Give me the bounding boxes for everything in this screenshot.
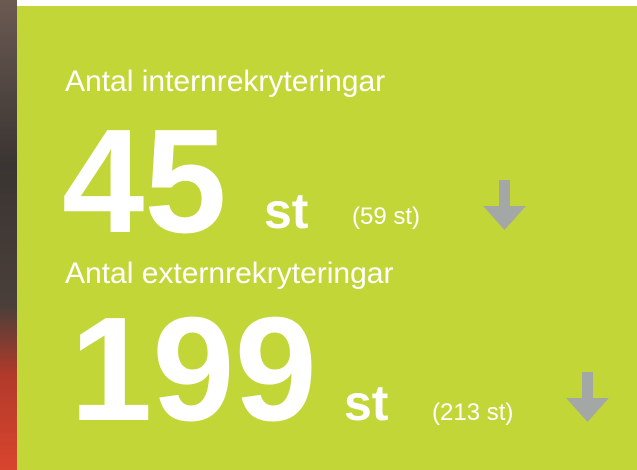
stat-value: 45 bbox=[62, 99, 227, 264]
stat-value: 199 bbox=[70, 287, 317, 452]
stat-previous: (59 st) bbox=[352, 203, 420, 230]
stat-unit: st bbox=[264, 183, 309, 239]
stat-unit: st bbox=[344, 375, 389, 431]
green-panel bbox=[17, 6, 637, 470]
photo-edge bbox=[0, 0, 17, 470]
stat-label: Antal internrekryteringar bbox=[65, 65, 385, 98]
stat-label: Antal externrekryteringar bbox=[65, 257, 393, 290]
down-arrow bbox=[483, 180, 526, 230]
down-arrow bbox=[566, 372, 609, 422]
stat-previous: (213 st) bbox=[432, 399, 513, 426]
